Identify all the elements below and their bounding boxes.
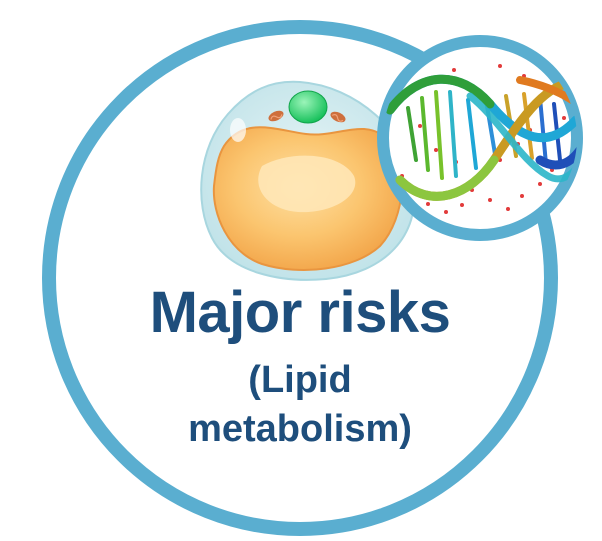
inset-ring (377, 35, 583, 241)
lipid-highlight (258, 155, 356, 213)
mitochondria (268, 110, 346, 123)
badge-title: Major risks (149, 280, 451, 345)
badge-subtitle-line-2: metabolism) (188, 408, 412, 450)
nucleus (288, 90, 328, 124)
fat-cell-icon (200, 80, 416, 281)
membrane-highlight (230, 118, 246, 142)
badge-subtitle-line-1: (Lipid (248, 359, 352, 401)
